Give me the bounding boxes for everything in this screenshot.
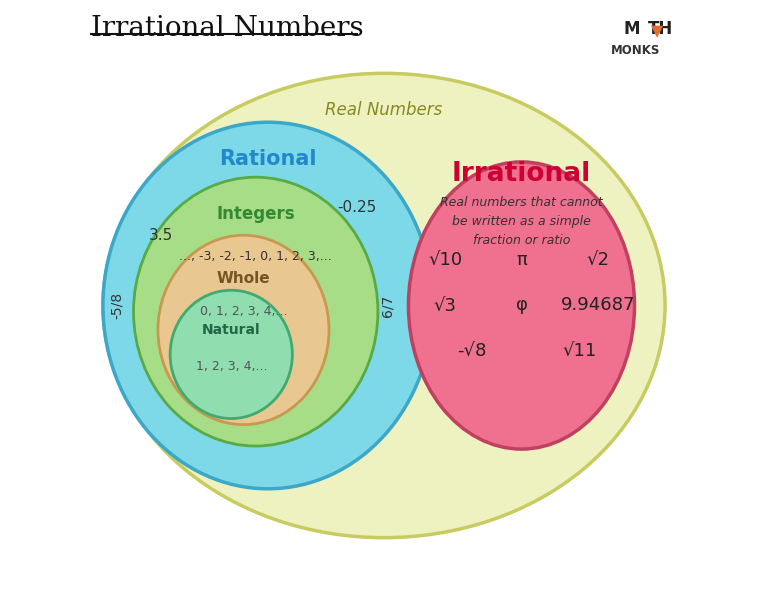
Text: √11: √11 [562,342,597,360]
Text: 3.5: 3.5 [149,228,173,243]
Ellipse shape [103,122,433,489]
Text: 0, 1, 2, 3, 4,...: 0, 1, 2, 3, 4,... [200,305,287,318]
Text: -√8: -√8 [457,342,486,360]
Text: Whole: Whole [217,271,270,285]
Text: Real numbers that cannot
be written as a simple
fraction or ratio: Real numbers that cannot be written as a… [440,196,603,247]
Text: √2: √2 [586,251,609,269]
Polygon shape [651,26,664,38]
Text: Real Numbers: Real Numbers [326,101,442,119]
Text: TH: TH [648,20,674,37]
Text: Irrational Numbers: Irrational Numbers [91,15,363,42]
Text: √3: √3 [434,296,457,315]
Text: Integers: Integers [217,205,295,223]
Text: -5/8: -5/8 [110,292,124,319]
Text: π: π [516,251,527,269]
Ellipse shape [170,290,293,419]
Text: φ: φ [515,296,528,315]
Text: Rational: Rational [219,149,316,169]
Text: 6/7: 6/7 [380,295,394,316]
Text: √10: √10 [428,251,462,269]
Ellipse shape [158,235,329,425]
Ellipse shape [134,177,378,446]
Text: ..., -3, -2, -1, 0, 1, 2, 3,...: ..., -3, -2, -1, 0, 1, 2, 3,... [179,250,332,263]
Text: -0.25: -0.25 [337,200,376,215]
Text: 9.94687: 9.94687 [561,296,635,315]
Text: M: M [624,20,640,37]
Text: Natural: Natural [202,323,260,337]
Text: Irrational: Irrational [452,161,591,187]
Text: 1, 2, 3, 4,...: 1, 2, 3, 4,... [196,360,267,373]
Ellipse shape [409,162,634,449]
Text: MONKS: MONKS [611,44,660,57]
Ellipse shape [103,73,665,538]
